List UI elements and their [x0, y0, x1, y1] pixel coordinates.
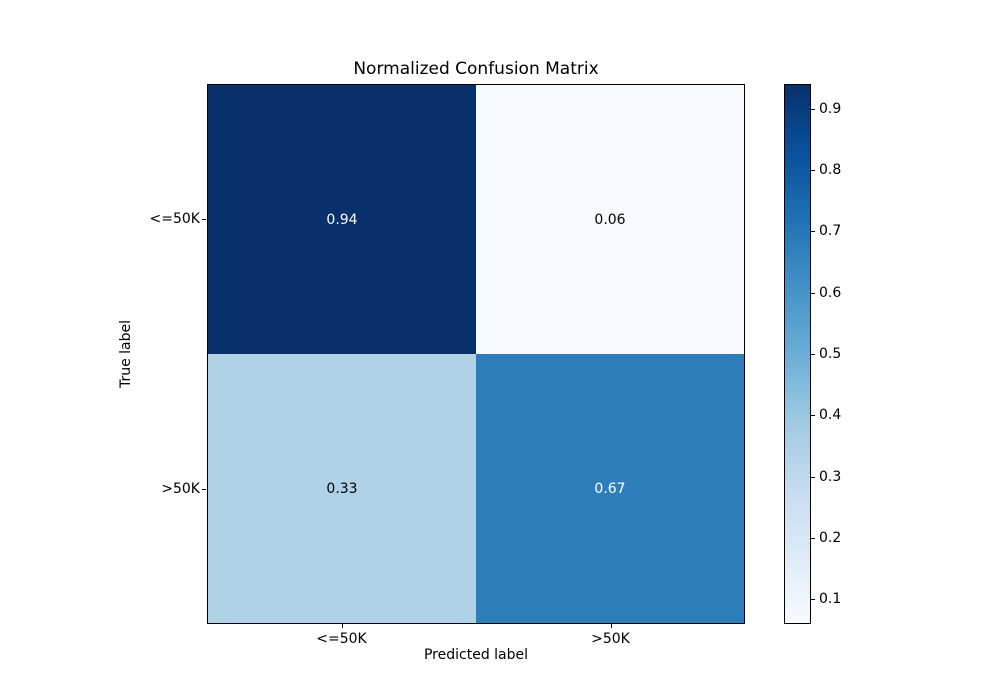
heatmap-cell: 0.67: [476, 354, 744, 623]
colorbar-tick-mark: [811, 415, 815, 417]
colorbar-tick-mark: [811, 599, 815, 601]
colorbar-tick-label: 0.8: [819, 161, 842, 178]
colorbar-tick-mark: [811, 292, 815, 294]
colorbar-tick-label: 0.1: [819, 591, 842, 608]
colorbar-tick-mark: [811, 538, 815, 540]
x-tick-mark: [341, 624, 343, 628]
colorbar-tick-label: 0.5: [819, 346, 842, 362]
heatmap-cell-value: 0.33: [326, 480, 358, 497]
y-axis-label: True label: [118, 319, 134, 389]
heatmap-row: 0.33 0.67: [208, 354, 744, 623]
colorbar-tick-mark: [811, 354, 815, 355]
colorbar-tick-mark: [811, 476, 815, 478]
heatmap-cell: 0.33: [208, 354, 476, 623]
x-tick-label: <=50K: [316, 631, 367, 647]
chart-title: Normalized Confusion Matrix: [353, 59, 599, 79]
y-tick-mark: [202, 219, 206, 220]
x-tick-label: >50K: [591, 631, 630, 647]
colorbar-tick-label: 0.6: [819, 284, 842, 301]
heatmap-cell-value: 0.94: [326, 211, 358, 228]
colorbar-tick-label: 0.3: [819, 468, 842, 485]
colorbar-tick-label: 0.7: [819, 223, 842, 240]
heatmap-plot-area: 0.94 0.06 0.33 0.67: [207, 84, 745, 624]
x-axis-label: Predicted label: [423, 647, 529, 663]
colorbar-tick-label: 0.2: [819, 530, 842, 547]
colorbar-tick-mark: [811, 231, 815, 233]
colorbar: [784, 84, 811, 624]
heatmap-cell: 0.94: [208, 85, 476, 354]
heatmap-cell-value: 0.67: [594, 480, 626, 497]
y-tick-mark: [202, 489, 206, 490]
heatmap-cell-value: 0.06: [594, 211, 626, 228]
x-tick-mark: [610, 624, 612, 628]
heatmap-cell: 0.06: [476, 85, 744, 354]
colorbar-tick-mark: [811, 108, 815, 110]
y-tick-label: <=50K: [149, 211, 200, 227]
heatmap-row: 0.94 0.06: [208, 85, 744, 354]
colorbar-tick-label: 0.4: [819, 407, 842, 424]
colorbar-tick-label: 0.9: [819, 100, 842, 117]
y-tick-label: >50K: [161, 481, 200, 497]
colorbar-tick-mark: [811, 169, 815, 171]
